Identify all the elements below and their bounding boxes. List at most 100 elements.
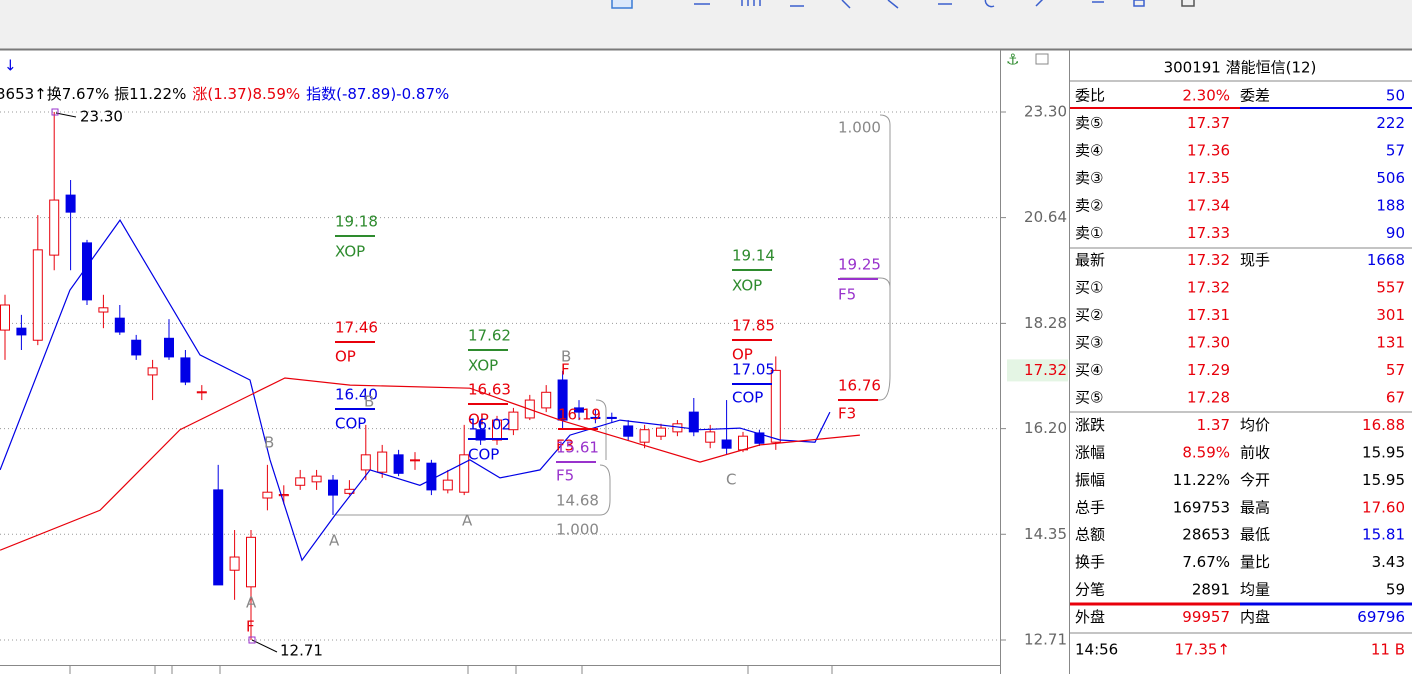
panel-icon[interactable] bbox=[1035, 53, 1049, 65]
annotation: A bbox=[246, 594, 257, 612]
panel-value: 69796 bbox=[1357, 608, 1405, 626]
candle-body bbox=[393, 454, 404, 474]
annotation: OP bbox=[732, 346, 753, 364]
annotation: C bbox=[726, 471, 736, 489]
candle-body bbox=[98, 307, 109, 313]
tool-icon[interactable] bbox=[1181, 0, 1195, 7]
annotation: B bbox=[264, 434, 274, 452]
annotation: F5 bbox=[838, 286, 856, 304]
panel-value: 557 bbox=[1376, 279, 1405, 297]
panel-label: 委比 bbox=[1075, 87, 1105, 105]
toolbar bbox=[0, 0, 1412, 49]
panel-value: 2.30% bbox=[1182, 87, 1230, 105]
panel-title: 300191 潜能恒信(12) bbox=[1164, 59, 1317, 77]
annotation: A bbox=[462, 512, 473, 530]
panel-value: 301 bbox=[1376, 306, 1405, 324]
panel-label: 最低 bbox=[1240, 526, 1270, 544]
panel-label: 卖③ bbox=[1075, 169, 1103, 187]
y-tick-label: 20.64 bbox=[1024, 208, 1067, 226]
panel-label: 总手 bbox=[1075, 498, 1105, 516]
candle-body bbox=[180, 357, 191, 383]
panel-label: 外盘 bbox=[1075, 608, 1105, 626]
y-tick-label: 14.35 bbox=[1024, 525, 1067, 543]
annotation: XOP bbox=[732, 277, 762, 295]
panel-value: 17.30 bbox=[1187, 334, 1230, 352]
annotation: OP bbox=[335, 348, 356, 366]
panel-label: 内盘 bbox=[1240, 608, 1270, 626]
panel-label: 委差 bbox=[1240, 87, 1270, 105]
panel-label: 买① bbox=[1075, 279, 1103, 297]
annotation: 1.000 bbox=[556, 521, 599, 539]
annotation: 12.71 bbox=[280, 642, 323, 660]
annotation: 1.000 bbox=[838, 119, 881, 137]
panel-value: 169753 bbox=[1173, 498, 1230, 516]
annotation: F bbox=[561, 361, 570, 379]
extreme-marker bbox=[51, 108, 59, 116]
candle-body bbox=[606, 416, 617, 419]
panel-value: 17.37 bbox=[1187, 114, 1230, 132]
panel-label: 最新 bbox=[1075, 251, 1105, 269]
annotation: 17.46 bbox=[335, 319, 378, 337]
candle-body bbox=[508, 411, 519, 431]
fib-brackets bbox=[335, 114, 891, 516]
annotation: 19.18 bbox=[335, 213, 378, 231]
panel-value: 222 bbox=[1376, 114, 1405, 132]
panel-value: 17.34 bbox=[1187, 196, 1230, 214]
header-segment: 3653↑换7.67% 振11.22% bbox=[0, 85, 186, 103]
candle-body bbox=[16, 327, 27, 336]
panel-value: 17.36 bbox=[1187, 141, 1230, 159]
header-segment: 涨(1.37)8.59% bbox=[192, 85, 300, 103]
panel-label: 分笔 bbox=[1075, 581, 1105, 599]
panel-value: 1.37 bbox=[1197, 416, 1230, 434]
tool-icon[interactable] bbox=[790, 0, 1145, 9]
fib-bracket bbox=[595, 399, 607, 460]
candle-body bbox=[164, 337, 174, 358]
panel-label: 14:56 bbox=[1075, 641, 1118, 659]
candle-body bbox=[0, 304, 10, 331]
last-price-label: 17.32 bbox=[1024, 361, 1067, 379]
candle-body bbox=[360, 454, 371, 471]
panel-label: 卖② bbox=[1075, 196, 1103, 214]
candle-body bbox=[295, 477, 306, 486]
panel-label: 卖④ bbox=[1075, 141, 1103, 159]
y-tick-label: 12.71 bbox=[1024, 631, 1067, 649]
candle-body bbox=[114, 317, 125, 333]
toolbar-icons[interactable] bbox=[611, 0, 1195, 9]
panel-label: 均价 bbox=[1240, 416, 1270, 434]
candle-body bbox=[229, 556, 240, 571]
tool-icon[interactable] bbox=[694, 0, 761, 6]
candle-body bbox=[426, 462, 437, 491]
annotation: 17.85 bbox=[732, 317, 775, 335]
header-line: 3653↑换7.67% 振11.22% 涨(1.37)8.59% 指数(-87.89… bbox=[0, 85, 449, 103]
annotation: OP bbox=[468, 411, 489, 429]
annotation: B bbox=[561, 348, 571, 366]
panel-value: 17.33 bbox=[1187, 224, 1230, 242]
fib-bracket bbox=[335, 464, 611, 516]
panel-value: 17.35↑ bbox=[1174, 641, 1230, 659]
panel-label: 涨跌 bbox=[1075, 416, 1105, 434]
annotation: 19.25 bbox=[838, 256, 881, 274]
panel-label: 卖⑤ bbox=[1075, 114, 1103, 132]
panel-value: 16.88 bbox=[1362, 416, 1405, 434]
fib-bracket bbox=[840, 114, 891, 401]
candle-body bbox=[738, 435, 748, 451]
ma-line bbox=[0, 219, 831, 562]
candle-body bbox=[147, 367, 158, 376]
annotation: B bbox=[364, 393, 374, 411]
anchor-icon[interactable]: ⚓ bbox=[1006, 51, 1019, 69]
candle-body bbox=[82, 242, 92, 301]
candle-body bbox=[557, 379, 568, 421]
panel-value: 28653 bbox=[1182, 526, 1230, 544]
panel-value: 17.29 bbox=[1187, 361, 1230, 379]
panel-value: 17.35 bbox=[1187, 169, 1230, 187]
candle-body bbox=[262, 491, 273, 499]
panel-label: 均量 bbox=[1240, 581, 1270, 599]
panel-label: 买② bbox=[1075, 306, 1103, 324]
tool-icon[interactable] bbox=[611, 0, 633, 9]
panel-value: 99957 bbox=[1182, 608, 1230, 626]
annotation: 16.40 bbox=[335, 386, 378, 404]
panel-label: 量比 bbox=[1240, 553, 1270, 571]
annotation: COP bbox=[732, 389, 763, 407]
corner-mark: ↓ bbox=[4, 57, 17, 75]
